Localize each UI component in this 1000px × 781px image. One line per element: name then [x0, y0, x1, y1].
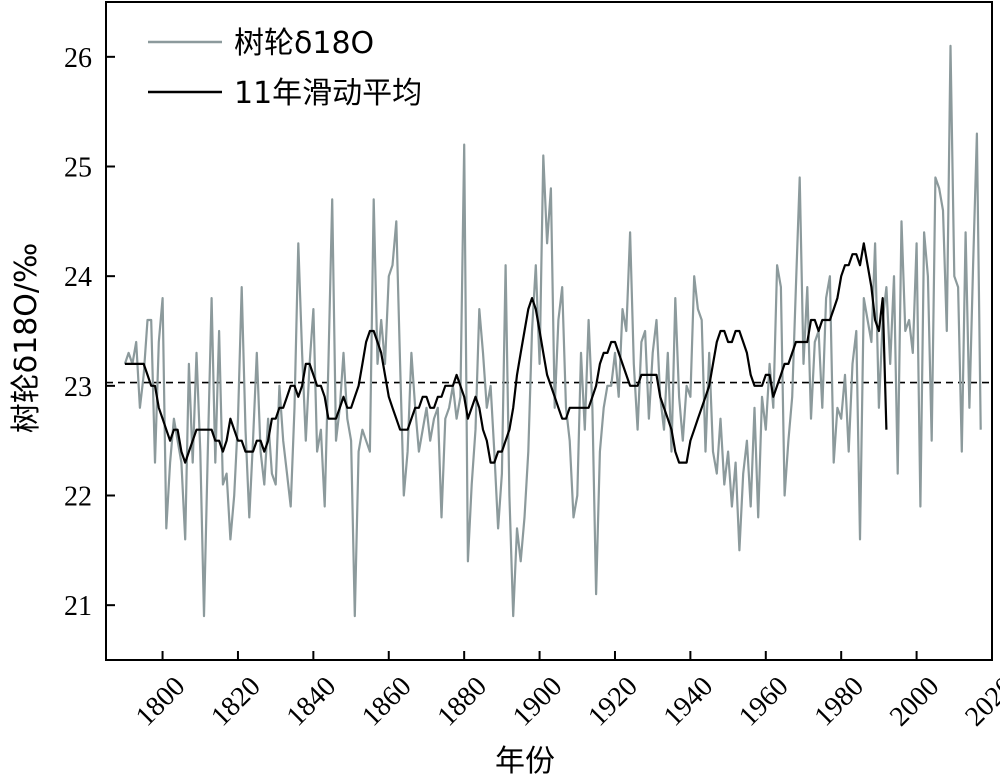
- x-tick-label: 2000: [884, 671, 946, 733]
- plot-frame: [105, 1, 993, 661]
- x-tick-label: 1800: [130, 671, 192, 733]
- x-tick-label: 1980: [808, 671, 870, 733]
- x-tick-label: 1840: [281, 671, 343, 733]
- y-tick-label: 22: [64, 482, 92, 513]
- y-tick-label: 26: [64, 43, 92, 74]
- x-tick-label: 1940: [658, 671, 720, 733]
- x-tick-label: 1920: [582, 671, 644, 733]
- x-tick-label: 1880: [431, 671, 493, 733]
- x-tick-label: 2020: [959, 671, 1000, 733]
- x-tick-label: 1900: [507, 671, 569, 733]
- y-axis: 21 22 23 24 25 26: [64, 43, 115, 622]
- x-tick-label: 1960: [733, 671, 795, 733]
- x-axis: 1800 1820 1840 1860 1880 1900 1920 1940 1960 1980…: [130, 651, 1000, 732]
- y-tick-label: 25: [64, 153, 92, 184]
- x-tick-label: 1860: [356, 671, 418, 733]
- x-tick-label: 1820: [205, 671, 267, 733]
- legend-label-11yr-moving-average: 11年滑动平均: [234, 76, 422, 111]
- y-tick-label: 24: [64, 262, 92, 293]
- series-line-tree-ring-d18o: [123, 44, 982, 618]
- y-tick-label: 23: [64, 372, 92, 403]
- legend: 树轮δ18O 11年滑动平均: [148, 26, 422, 111]
- y-axis-title: 树轮δ18O/‰: [9, 243, 44, 434]
- legend-label-tree-ring-d18o: 树轮δ18O: [234, 26, 374, 61]
- x-axis-title: 年份: [495, 744, 555, 779]
- y-tick-label: 21: [64, 591, 92, 622]
- series-line-11yr-moving-average: [124, 242, 888, 464]
